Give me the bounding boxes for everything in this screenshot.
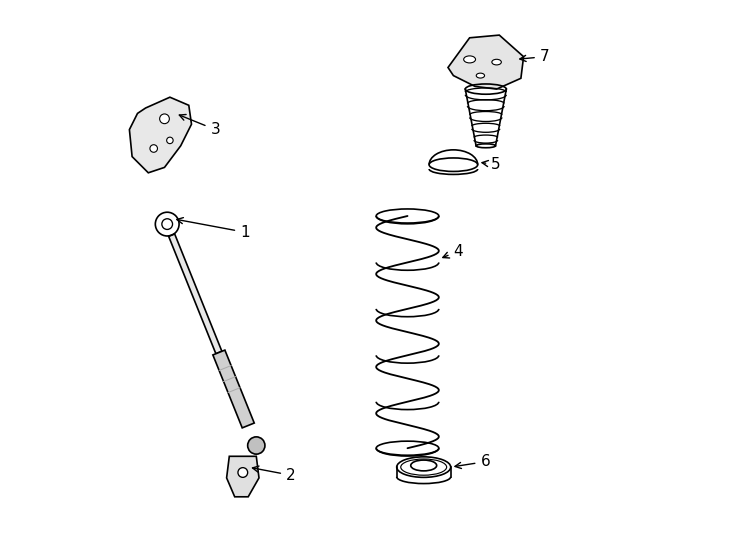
- Circle shape: [167, 137, 173, 144]
- Text: 6: 6: [455, 454, 490, 469]
- Text: 5: 5: [482, 157, 501, 172]
- Polygon shape: [213, 350, 254, 428]
- Polygon shape: [169, 234, 222, 354]
- Text: 1: 1: [177, 218, 250, 240]
- Text: 2: 2: [252, 466, 296, 483]
- Text: 4: 4: [443, 244, 463, 259]
- Polygon shape: [227, 456, 259, 497]
- Circle shape: [238, 468, 247, 477]
- Circle shape: [159, 114, 170, 124]
- Circle shape: [150, 145, 158, 152]
- Text: 7: 7: [520, 49, 550, 64]
- Ellipse shape: [476, 73, 484, 78]
- Polygon shape: [448, 35, 523, 89]
- Polygon shape: [129, 97, 192, 173]
- Ellipse shape: [464, 56, 476, 63]
- Circle shape: [247, 437, 265, 454]
- Ellipse shape: [492, 59, 501, 65]
- Text: 3: 3: [179, 114, 220, 137]
